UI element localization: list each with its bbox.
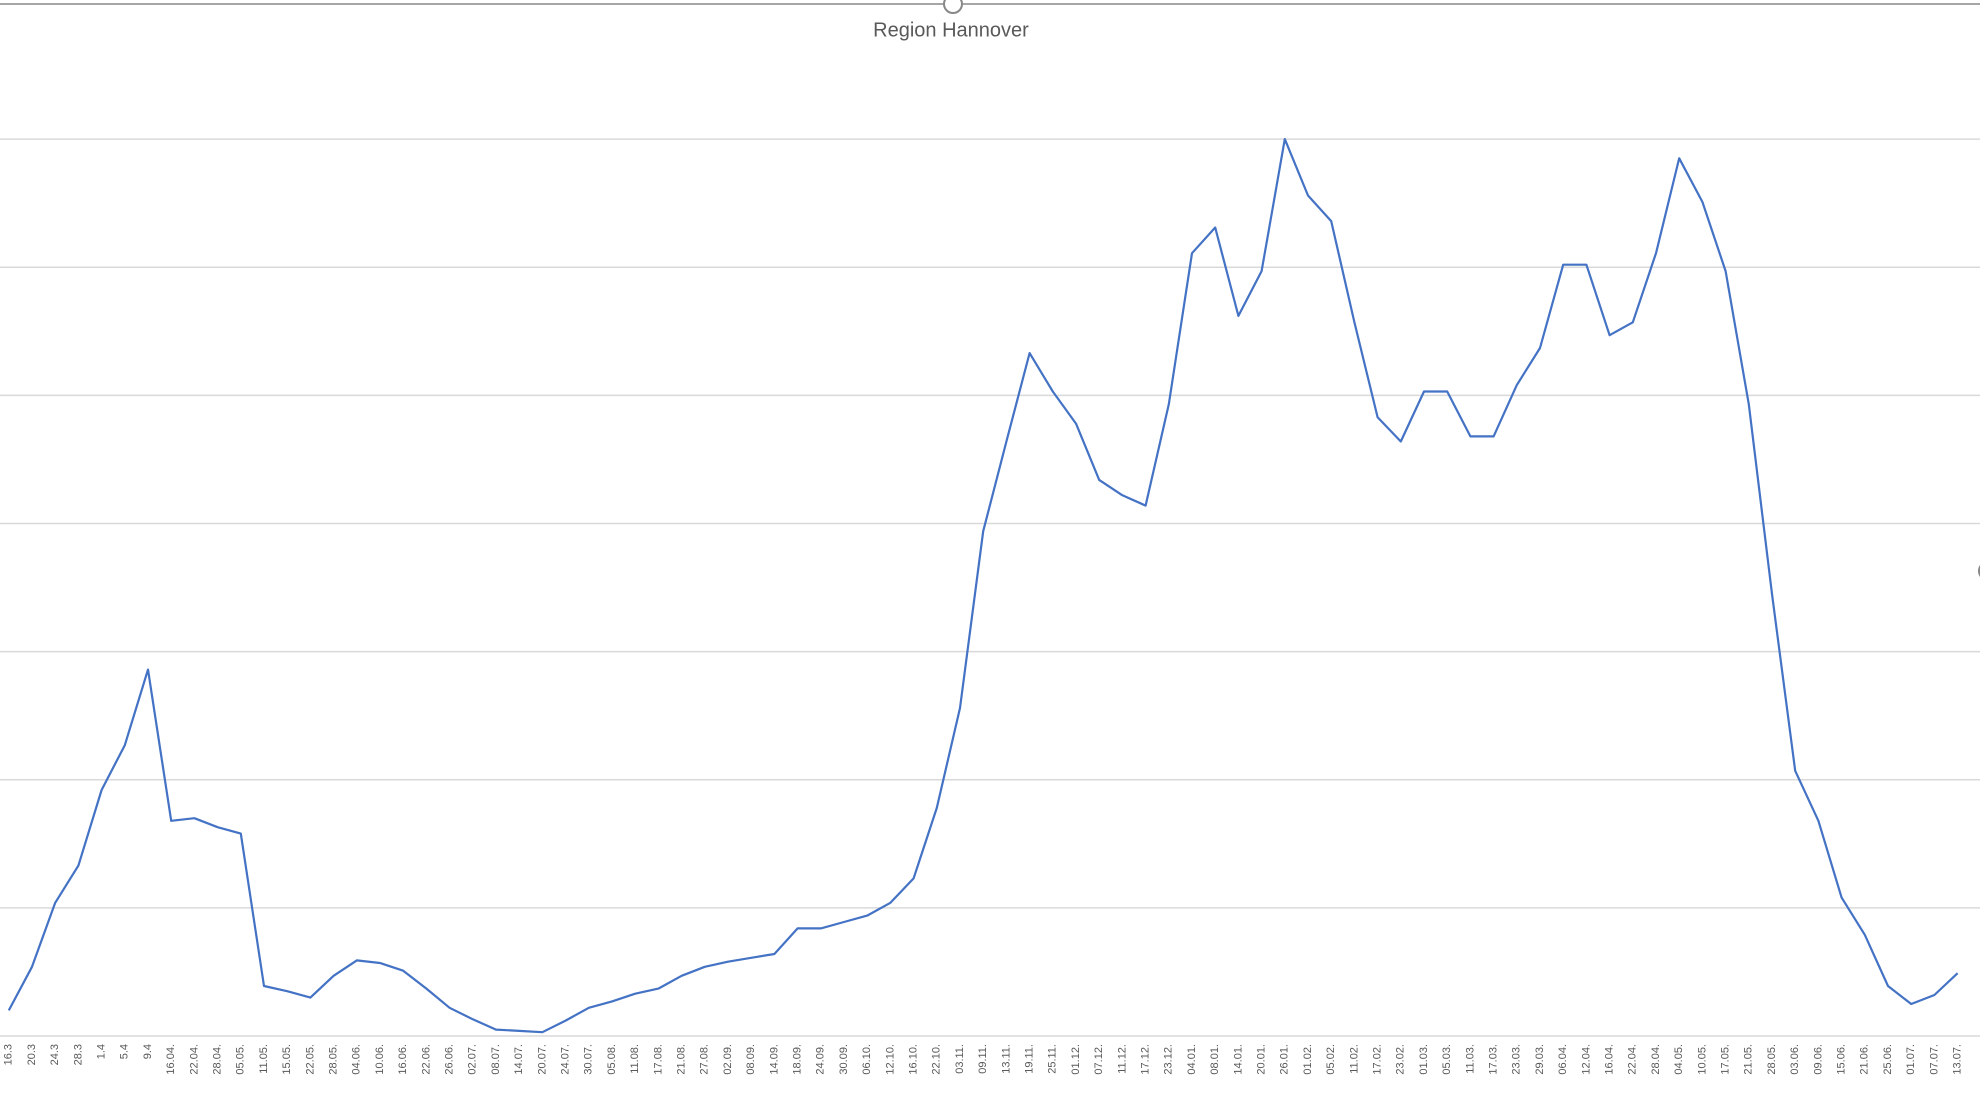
x-tick-label: 19.11. xyxy=(1024,1044,1036,1074)
x-tick-label: 03.11. xyxy=(954,1044,966,1074)
x-tick-label: 26.06. xyxy=(444,1044,456,1075)
x-tick-label: 03.06. xyxy=(1789,1044,1801,1075)
x-tick-label: 15.05. xyxy=(281,1044,293,1075)
x-tick-label: 20.01. xyxy=(1256,1044,1268,1075)
x-tick-label: 16.10. xyxy=(908,1044,920,1075)
x-tick-label: 01.03. xyxy=(1418,1044,1430,1075)
x-tick-label: 9.4 xyxy=(142,1044,154,1059)
x-tick-label: 28.05. xyxy=(328,1044,340,1075)
x-tick-label: 05.02. xyxy=(1325,1044,1337,1075)
x-tick-label: 13.11. xyxy=(1000,1044,1012,1074)
x-tick-label: 06.04. xyxy=(1557,1044,1569,1075)
x-tick-label: 22.10. xyxy=(931,1044,943,1075)
x-tick-label: 12.10. xyxy=(884,1044,896,1075)
x-tick-label: 30.07. xyxy=(583,1044,595,1075)
x-tick-label: 21.05. xyxy=(1743,1044,1755,1075)
x-tick-label: 06.10. xyxy=(861,1044,873,1075)
x-tick-label: 11.02. xyxy=(1348,1044,1360,1074)
x-tick-label: 22.04. xyxy=(1627,1044,1639,1075)
x-tick-label: 11.05. xyxy=(258,1044,270,1074)
x-tick-label: 28.04. xyxy=(1650,1044,1662,1075)
x-tick-label: 24.07. xyxy=(560,1044,572,1075)
x-tick-label: 30.09. xyxy=(838,1044,850,1075)
x-tick-label: 04.06. xyxy=(351,1044,363,1075)
x-tick-label: 01.12. xyxy=(1070,1044,1082,1075)
x-tick-label: 18.09. xyxy=(792,1044,804,1075)
x-tick-label: 14.07. xyxy=(513,1044,525,1075)
x-tick-label: 10.06. xyxy=(374,1044,386,1075)
x-tick-label: 10.05. xyxy=(1696,1044,1708,1075)
x-tick-label: 29.03. xyxy=(1534,1044,1546,1075)
x-tick-label: 14.01. xyxy=(1232,1044,1244,1075)
x-tick-label: 13.07. xyxy=(1952,1044,1964,1075)
x-tick-label: 05.03. xyxy=(1441,1044,1453,1075)
x-tick-label: 07.07. xyxy=(1928,1044,1940,1075)
data-line xyxy=(7,138,1959,1034)
x-tick-label: 24.09. xyxy=(815,1044,827,1075)
x-tick-label: 04.05. xyxy=(1673,1044,1685,1075)
x-tick-label: 26.01. xyxy=(1279,1044,1291,1075)
x-tick-label: 09.11. xyxy=(977,1044,989,1074)
x-tick-label: 05.08. xyxy=(606,1044,618,1075)
x-tick-label: 20.07. xyxy=(536,1044,548,1075)
x-tick-label: 25.06. xyxy=(1882,1044,1894,1075)
x-tick-label: 08.01. xyxy=(1209,1044,1221,1075)
x-tick-label: 11.03. xyxy=(1464,1044,1476,1074)
x-tick-label: 22.04. xyxy=(188,1044,200,1075)
x-tick-label: 23.02. xyxy=(1395,1044,1407,1075)
x-tick-label: 21.08. xyxy=(676,1044,688,1075)
x-tick-label: 02.07. xyxy=(467,1044,479,1075)
x-tick-label: 11.12. xyxy=(1116,1044,1128,1074)
x-tick-label: 20.3 xyxy=(26,1044,38,1065)
x-tick-label: 23.12. xyxy=(1163,1044,1175,1075)
x-tick-label: 1.4 xyxy=(96,1044,108,1059)
x-tick-label: 17.08. xyxy=(652,1044,664,1075)
x-tick-label: 17.02. xyxy=(1372,1044,1384,1075)
x-tick-label: 21.06. xyxy=(1859,1044,1871,1075)
x-tick-label: 25.11. xyxy=(1047,1044,1059,1074)
x-tick-label: 05.05. xyxy=(235,1044,247,1075)
x-tick-label: 16.3 xyxy=(3,1044,15,1065)
x-tick-label: 17.03. xyxy=(1488,1044,1500,1075)
x-tick-label: 08.09. xyxy=(745,1044,757,1075)
x-tick-label: 12.04. xyxy=(1580,1044,1592,1075)
x-tick-label: 27.08. xyxy=(699,1044,711,1075)
x-tick-label: 11.08. xyxy=(629,1044,641,1074)
x-tick-label: 08.07. xyxy=(490,1044,502,1075)
x-tick-label: 28.04. xyxy=(212,1044,224,1075)
x-tick-label: 07.12. xyxy=(1093,1044,1105,1075)
x-tick-label: 28.05. xyxy=(1766,1044,1778,1075)
x-tick-label: 15.06. xyxy=(1836,1044,1848,1075)
x-tick-label: 01.07. xyxy=(1905,1044,1917,1075)
x-tick-label: 02.09. xyxy=(722,1044,734,1075)
x-tick-label: 24.3 xyxy=(49,1044,61,1065)
x-tick-label: 22.06. xyxy=(420,1044,432,1075)
x-tick-label: 23.03. xyxy=(1511,1044,1523,1075)
x-tick-label: 17.12. xyxy=(1140,1044,1152,1075)
x-tick-label: 16.06. xyxy=(397,1044,409,1075)
x-tick-label: 17.05. xyxy=(1720,1044,1732,1075)
x-tick-label: 14.09. xyxy=(768,1044,780,1075)
x-tick-label: 09.06. xyxy=(1812,1044,1824,1075)
resize-handle[interactable] xyxy=(943,0,963,14)
x-tick-label: 5.4 xyxy=(119,1044,131,1059)
x-tick-label: 01.02. xyxy=(1302,1044,1314,1075)
x-tick-label: 16.04. xyxy=(1604,1044,1616,1075)
x-tick-label: 28.3 xyxy=(72,1044,84,1065)
x-tick-label: 16.04. xyxy=(165,1044,177,1075)
x-tick-label: 22.05. xyxy=(304,1044,316,1075)
chart-title: Region Hannover xyxy=(873,19,1029,41)
x-tick-label: 04.01. xyxy=(1186,1044,1198,1075)
